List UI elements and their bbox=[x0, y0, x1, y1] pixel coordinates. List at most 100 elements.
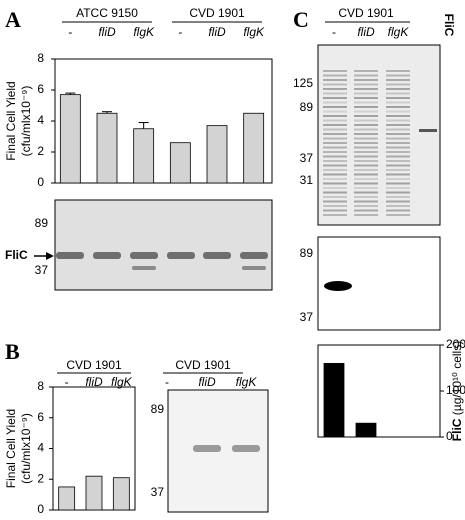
x-tick-label: flgK bbox=[243, 25, 265, 39]
gel-band bbox=[232, 445, 260, 452]
gel-band bbox=[354, 92, 378, 95]
gel-band bbox=[323, 160, 347, 162]
gel-band bbox=[323, 205, 347, 207]
gel bbox=[54, 199, 273, 291]
lane-label: FliC bbox=[442, 14, 456, 37]
gel-band bbox=[323, 155, 347, 158]
gel-band bbox=[386, 110, 410, 113]
lane-label: flgK bbox=[388, 25, 410, 39]
gel-band bbox=[386, 79, 410, 81]
gel-band bbox=[386, 155, 410, 158]
gel-band bbox=[386, 160, 410, 162]
y2-label-part: FliC bbox=[450, 418, 464, 441]
marker-label: 125 bbox=[293, 76, 313, 90]
gel-band bbox=[354, 187, 378, 189]
marker-label: 37 bbox=[300, 310, 314, 324]
y-axis-label: (cfu/mlx10⁻⁹) bbox=[19, 413, 33, 484]
y-tick-label: 6 bbox=[37, 82, 44, 96]
marker-label: 37 bbox=[300, 151, 314, 165]
gel-band bbox=[354, 151, 378, 153]
gel-band bbox=[323, 191, 347, 194]
gel-band bbox=[323, 101, 347, 104]
gel-band bbox=[354, 110, 378, 113]
gel-band bbox=[93, 252, 121, 259]
lane-label: fliD bbox=[357, 25, 375, 39]
lane-header: CVD 1901 bbox=[175, 358, 231, 372]
y-tick-label: 0 bbox=[446, 429, 453, 443]
bar bbox=[323, 362, 345, 438]
gel-band bbox=[386, 164, 410, 167]
gel-band bbox=[240, 252, 268, 259]
lane-label: fliD bbox=[198, 375, 216, 389]
gel-band bbox=[323, 142, 347, 144]
gel-band bbox=[323, 124, 347, 126]
gel-band bbox=[323, 209, 347, 212]
y-tick-label: 8 bbox=[37, 379, 44, 393]
lane-label: - bbox=[332, 25, 336, 39]
marker-label: 37 bbox=[35, 263, 49, 277]
gel-band bbox=[323, 169, 347, 171]
panel-label: B bbox=[5, 339, 20, 364]
gel-band bbox=[323, 196, 347, 198]
gel-band bbox=[354, 106, 378, 108]
gel-band bbox=[323, 182, 347, 185]
gel-band bbox=[386, 142, 410, 144]
gel-band bbox=[354, 196, 378, 198]
marker-label: 89 bbox=[151, 402, 165, 416]
y-tick-label: 4 bbox=[37, 113, 44, 127]
gel-band bbox=[354, 79, 378, 81]
gel-band bbox=[323, 119, 347, 122]
gel-band bbox=[386, 200, 410, 203]
x-tick-label: fliD bbox=[98, 25, 116, 39]
gel-band bbox=[354, 83, 378, 86]
gel-band bbox=[386, 137, 410, 140]
marker-label: 89 bbox=[300, 246, 314, 260]
bar bbox=[112, 477, 130, 511]
y-tick-label: 2 bbox=[37, 144, 44, 158]
gel-band bbox=[323, 187, 347, 189]
gel-band bbox=[354, 88, 378, 90]
gel-band bbox=[386, 133, 410, 135]
gel-band bbox=[130, 252, 158, 259]
y2-axis-label: FliC (µg/10¹⁰ cells) bbox=[450, 341, 464, 441]
gel-band bbox=[354, 142, 378, 144]
gel-band bbox=[386, 151, 410, 153]
gel-band bbox=[386, 146, 410, 149]
gel-band bbox=[323, 97, 347, 99]
gel-band bbox=[386, 124, 410, 126]
gel-band bbox=[386, 196, 410, 198]
y-tick-label: 4 bbox=[37, 441, 44, 455]
gel-band bbox=[323, 74, 347, 77]
y-tick-label: 0 bbox=[37, 502, 44, 516]
gel-band bbox=[386, 88, 410, 90]
panel-label: A bbox=[5, 7, 21, 32]
gel-band bbox=[354, 169, 378, 171]
gel-band bbox=[386, 106, 410, 108]
gel-band bbox=[354, 173, 378, 176]
y-axis-label: (cfu/mlx10⁻⁹) bbox=[19, 86, 33, 157]
x-tick-label: flgK bbox=[111, 375, 133, 389]
gel-band bbox=[386, 191, 410, 194]
y2-label-part: (µg/10¹⁰ cells) bbox=[450, 341, 464, 415]
gel-band bbox=[386, 101, 410, 104]
gel-band bbox=[354, 137, 378, 140]
gel-band bbox=[132, 266, 156, 270]
group-label: ATCC 9150 bbox=[76, 6, 138, 20]
x-tick-label: - bbox=[65, 375, 69, 389]
gel-band bbox=[354, 70, 378, 72]
gel-band bbox=[354, 191, 378, 194]
gel-band bbox=[354, 133, 378, 135]
panel-label: C bbox=[293, 7, 309, 32]
y-tick-label: 100 bbox=[446, 383, 465, 397]
gel-band bbox=[323, 137, 347, 140]
gel-band bbox=[242, 266, 266, 270]
band-label: FliC bbox=[5, 248, 28, 262]
gel-band bbox=[386, 70, 410, 72]
gel-band bbox=[323, 164, 347, 167]
gel-band bbox=[386, 92, 410, 95]
gel-band bbox=[354, 182, 378, 185]
gel-band bbox=[354, 200, 378, 203]
gel-band bbox=[419, 129, 437, 132]
x-tick-label: - bbox=[178, 25, 182, 39]
